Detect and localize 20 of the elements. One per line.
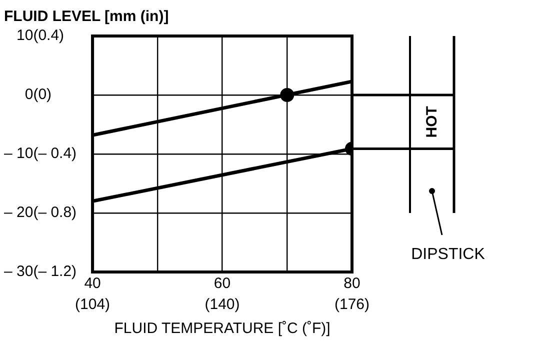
y2-tick-label: (– 0.8)	[33, 204, 77, 222]
x-tick-label: 80	[344, 275, 360, 292]
chart-title: FLUID LEVEL [mm (in)]	[4, 8, 169, 26]
y-tick-label: 10	[16, 27, 34, 44]
y2-tick-label: (0)	[33, 86, 52, 104]
y-tick-label: 0	[24, 86, 34, 104]
text: DIPSTICK	[411, 246, 486, 263]
y-tick-label: – 30	[4, 263, 34, 280]
y2-tick-label: (0.4)	[33, 27, 64, 44]
x-tick-label: 40	[84, 275, 101, 292]
text: HOT	[424, 106, 440, 138]
x2-tick-label: (140)	[204, 296, 240, 314]
y-tick-label: – 20	[4, 204, 34, 222]
x-axis-title: FLUID TEMPERATURE [˚C (˚F)]	[114, 320, 330, 338]
x-tick-label: 60	[214, 275, 231, 292]
x2-tick-label: (176)	[334, 296, 370, 314]
y2-tick-label: (– 1.2)	[33, 263, 77, 280]
y-tick-label: – 10	[4, 145, 34, 162]
x2-tick-label: (104)	[75, 296, 110, 314]
y2-tick-label: (– 0.4)	[33, 145, 77, 162]
